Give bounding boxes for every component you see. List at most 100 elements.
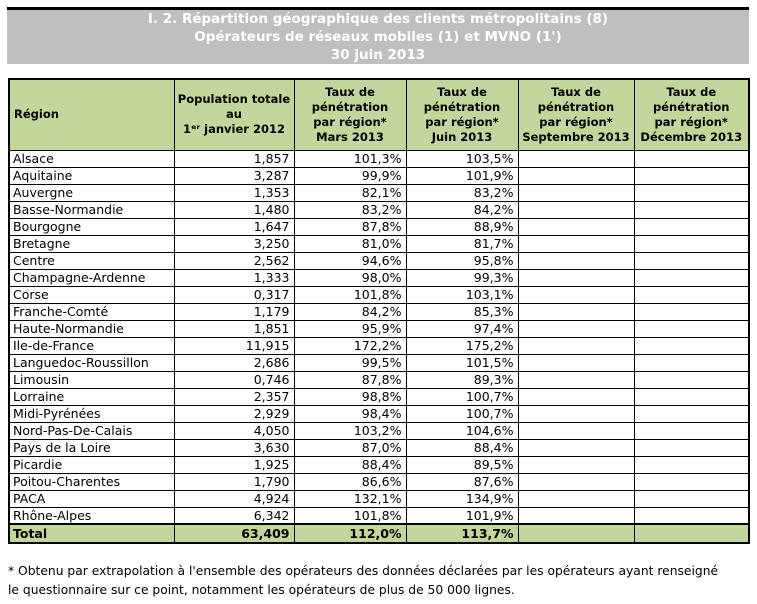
- table-row: Lorraine 2,357 98,8% 100,7%: [8, 387, 750, 406]
- cell-septembre: [517, 200, 635, 219]
- cell-mars: 88,4%: [293, 455, 407, 474]
- cell-mars: 82,1%: [293, 183, 407, 202]
- cell-decembre: [633, 200, 750, 219]
- column-header-line: Taux de: [437, 84, 487, 99]
- cell-population: 3,630: [173, 438, 295, 457]
- cell-decembre: [633, 455, 750, 474]
- table-body: Alsace 1,857 101,3% 103,5% Aquitaine 3,287 99,…: [8, 149, 750, 544]
- cell-population: 2,357: [173, 387, 295, 406]
- cell-population: 11,915: [173, 336, 295, 355]
- table-row: Rhône-Alpes 6,342 101,8% 101,9%: [8, 506, 750, 525]
- cell-mars: 101,8%: [293, 285, 407, 304]
- cell-population: 3,250: [173, 234, 295, 253]
- cell-decembre: [633, 472, 750, 491]
- cell-population: 0,746: [173, 370, 295, 389]
- table-row: Champagne-Ardenne 1,333 98,0% 99,3%: [8, 268, 750, 287]
- table-row: Centre 2,562 94,6% 95,8%: [8, 251, 750, 270]
- cell-region: Alsace: [8, 149, 175, 168]
- column-header-line: pénétration: [653, 99, 730, 114]
- cell-mars: 99,9%: [293, 166, 407, 185]
- cell-region: Champagne-Ardenne: [8, 268, 175, 287]
- cell-decembre: [633, 336, 750, 355]
- table-row: Ile-de-France 11,915 172,2% 175,2%: [8, 336, 750, 355]
- cell-mars: 94,6%: [293, 251, 407, 270]
- cell-septembre: [517, 166, 635, 185]
- cell-juin: 89,3%: [405, 370, 519, 389]
- table-row: Franche-Comté 1,179 84,2% 85,3%: [8, 302, 750, 321]
- column-header-line: au: [226, 107, 242, 122]
- cell-region: Limousin: [8, 370, 175, 389]
- table-row: Bourgogne 1,647 87,8% 88,9%: [8, 217, 750, 236]
- cell-septembre: [517, 421, 635, 440]
- cell-region: Auvergne: [8, 183, 175, 202]
- report-title-banner: I. 2. Répartition géographique des clien…: [7, 7, 749, 64]
- cell-decembre: [633, 387, 750, 406]
- column-header-line: Population totale: [177, 92, 291, 107]
- cell-population: 1,857: [173, 149, 295, 168]
- cell-population: 0,317: [173, 285, 295, 304]
- cell-juin: 101,9%: [405, 506, 519, 525]
- table-total-row: Total 63,409 112,0% 113,7%: [8, 523, 750, 544]
- cell-decembre: [633, 421, 750, 440]
- cell-septembre: [517, 217, 635, 236]
- cell-mars: 87,8%: [293, 370, 407, 389]
- column-header-line: Septembre 2013: [522, 129, 630, 144]
- cell-region: Ile-de-France: [8, 336, 175, 355]
- cell-region: Haute-Normandie: [8, 319, 175, 338]
- cell-decembre: [633, 506, 750, 525]
- column-header-line: Taux de: [551, 84, 601, 99]
- cell-mars: 95,9%: [293, 319, 407, 338]
- column-header-line: pénétration: [423, 99, 501, 114]
- footnote-line-1: * Obtenu par extrapolation à l'ensemble …: [8, 564, 719, 578]
- penetration-rate-table: Région Population totale au 1ᵉʳ janvier 201…: [8, 78, 750, 544]
- cell-population: 1,333: [173, 268, 295, 287]
- table-row: Bretagne 3,250 81,0% 81,7%: [8, 234, 750, 253]
- cell-region: Pays de la Loire: [8, 438, 175, 457]
- cell-septembre: [517, 455, 635, 474]
- cell-septembre: [517, 302, 635, 321]
- cell-decembre: [633, 251, 750, 270]
- cell-region: Aquitaine: [8, 166, 175, 185]
- cell-population: 6,342: [173, 506, 295, 525]
- cell-mars: 87,0%: [293, 438, 407, 457]
- cell-population: 1,851: [173, 319, 295, 338]
- cell-juin: 97,4%: [405, 319, 519, 338]
- cell-region: PACA: [8, 489, 175, 508]
- cell-juin: 101,5%: [405, 353, 519, 372]
- cell-decembre: [633, 149, 750, 168]
- cell-decembre: [633, 234, 750, 253]
- cell-decembre: [633, 319, 750, 338]
- title-line-2: Opérateurs de réseaux mobiles (1) et MVN…: [194, 29, 562, 45]
- cell-decembre: [633, 217, 750, 236]
- cell-juin: 84,2%: [405, 200, 519, 219]
- cell-population: 63,409: [173, 523, 295, 544]
- cell-region: Lorraine: [8, 387, 175, 406]
- cell-region: Corse: [8, 285, 175, 304]
- cell-decembre: [633, 370, 750, 389]
- cell-population: 2,686: [173, 353, 295, 372]
- cell-septembre: [517, 251, 635, 270]
- cell-septembre: [517, 489, 635, 508]
- cell-decembre: [633, 285, 750, 304]
- cell-septembre: [517, 234, 635, 253]
- column-header-line: Taux de: [325, 84, 375, 99]
- cell-mars: 112,0%: [293, 523, 407, 544]
- table-row: Aquitaine 3,287 99,9% 101,9%: [8, 166, 750, 185]
- cell-region: Languedoc-Roussillon: [8, 353, 175, 372]
- cell-septembre: [517, 404, 635, 423]
- table-row: Poitou-Charentes 1,790 86,6% 87,6%: [8, 472, 750, 491]
- column-header-line: par région*: [425, 114, 499, 129]
- cell-mars: 132,1%: [293, 489, 407, 508]
- cell-mars: 98,8%: [293, 387, 407, 406]
- table-row: Auvergne 1,353 82,1% 83,2%: [8, 183, 750, 202]
- cell-septembre: [517, 319, 635, 338]
- table-row: PACA 4,924 132,1% 134,9%: [8, 489, 750, 508]
- cell-juin: 101,9%: [405, 166, 519, 185]
- column-header-line: Taux de: [666, 84, 717, 99]
- column-header-line: pénétration: [537, 99, 615, 114]
- cell-septembre: [517, 285, 635, 304]
- cell-septembre: [517, 506, 635, 525]
- footnote-line-2: le questionnaire sur ce point, notamment…: [8, 583, 515, 597]
- cell-decembre: [633, 183, 750, 202]
- column-header-decembre: Taux de pénétration par région* Décembre 20…: [633, 78, 750, 151]
